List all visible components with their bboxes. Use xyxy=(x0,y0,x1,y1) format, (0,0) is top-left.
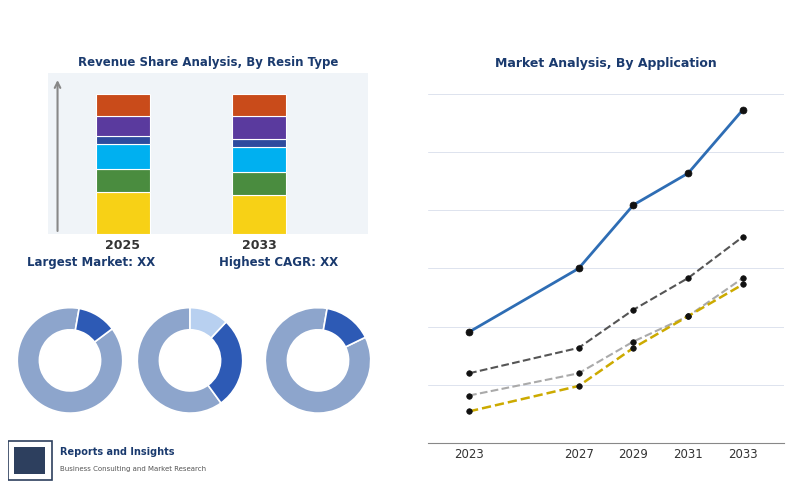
Bar xyxy=(232,139,286,147)
Wedge shape xyxy=(75,308,112,342)
Bar xyxy=(96,116,150,136)
Bar xyxy=(232,195,286,234)
Text: Business Consulting and Market Research: Business Consulting and Market Research xyxy=(60,466,206,472)
Bar xyxy=(96,136,150,144)
Title: Revenue Share Analysis, By Resin Type: Revenue Share Analysis, By Resin Type xyxy=(78,56,338,69)
Wedge shape xyxy=(18,308,122,413)
Bar xyxy=(232,147,286,172)
Bar xyxy=(232,172,286,195)
Title: Market Analysis, By Application: Market Analysis, By Application xyxy=(495,57,717,70)
Bar xyxy=(96,169,150,192)
Bar xyxy=(96,192,150,234)
Wedge shape xyxy=(208,322,242,403)
Bar xyxy=(232,116,286,139)
Text: INDUSTRIAL COATINGS MARKET SEGMENT ANALYSIS: INDUSTRIAL COATINGS MARKET SEGMENT ANALY… xyxy=(10,18,442,33)
Wedge shape xyxy=(138,308,221,413)
Bar xyxy=(96,94,150,116)
Text: Largest Market: XX: Largest Market: XX xyxy=(27,257,155,269)
FancyBboxPatch shape xyxy=(8,441,52,480)
Bar xyxy=(232,94,286,116)
Wedge shape xyxy=(190,308,226,338)
FancyBboxPatch shape xyxy=(14,447,46,474)
Text: Reports and Insights: Reports and Insights xyxy=(60,448,174,457)
Wedge shape xyxy=(266,308,370,413)
Wedge shape xyxy=(323,308,366,347)
Text: Highest CAGR: XX: Highest CAGR: XX xyxy=(219,257,338,269)
Bar xyxy=(96,144,150,169)
